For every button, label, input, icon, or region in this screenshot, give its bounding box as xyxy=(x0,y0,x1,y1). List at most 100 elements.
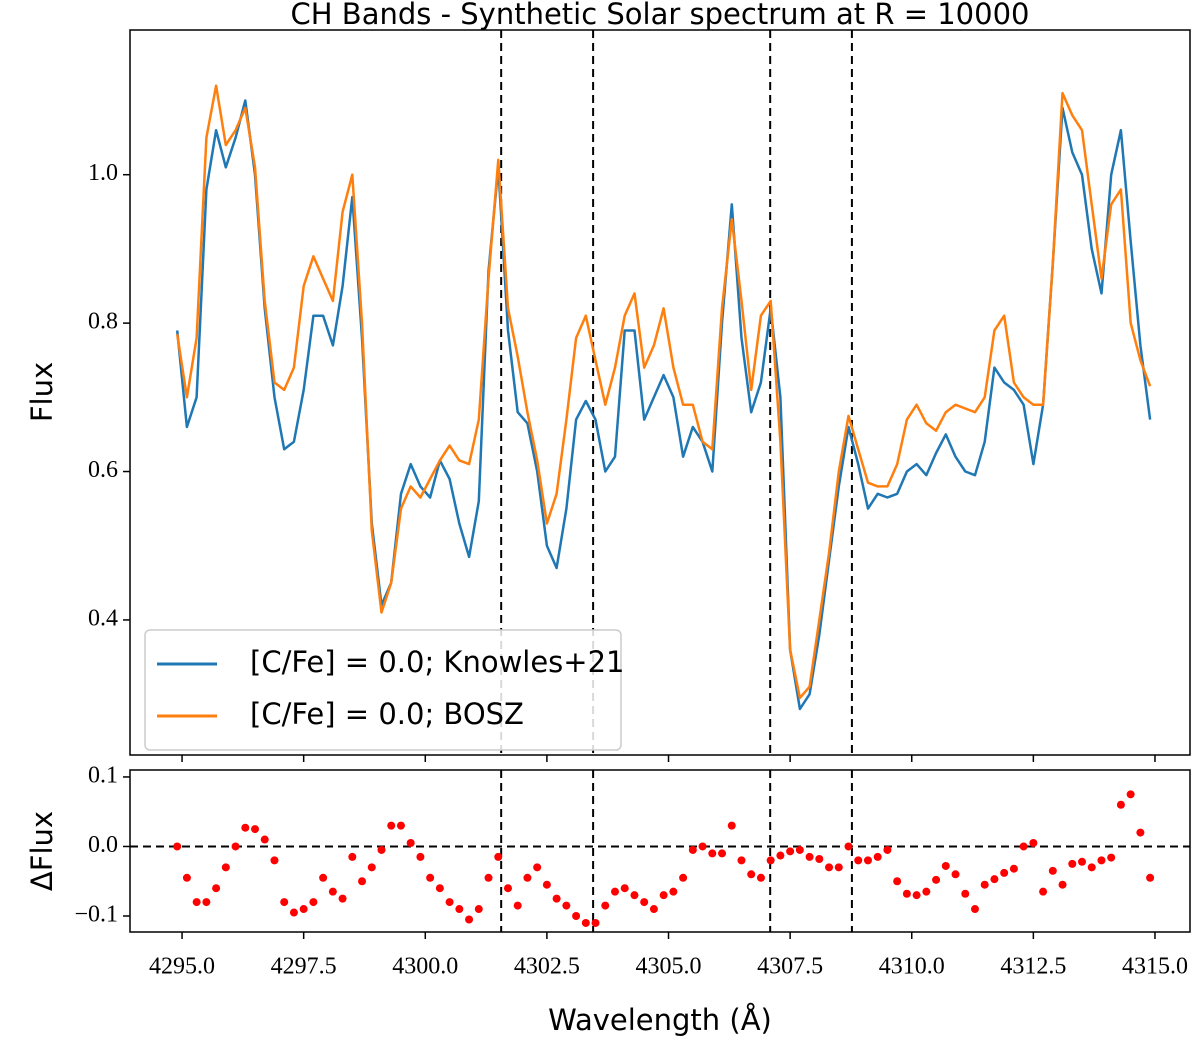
residual-point xyxy=(1000,868,1009,877)
residual-point xyxy=(503,884,512,893)
y-tick-label: −0.1 xyxy=(74,902,118,928)
residual-point xyxy=(756,873,765,882)
residual-point xyxy=(251,825,260,834)
residual-point xyxy=(572,912,581,921)
y-tick-label: 0.4 xyxy=(88,605,118,631)
residual-point xyxy=(542,880,551,889)
residual-point xyxy=(1009,864,1018,873)
residual-point xyxy=(465,915,474,924)
residual-point xyxy=(173,842,182,851)
residual-point xyxy=(1039,887,1048,896)
residual-point xyxy=(659,891,668,900)
residual-point xyxy=(1078,857,1087,866)
residual-point xyxy=(786,847,795,856)
residual-point xyxy=(1097,856,1106,865)
residual-point xyxy=(980,880,989,889)
residual-point xyxy=(435,884,444,893)
y-tick-label: 1.0 xyxy=(88,160,118,186)
residual-point xyxy=(873,852,882,861)
legend-label: [C/Fe] = 0.0; BOSZ xyxy=(250,697,524,731)
y-axis-label: Flux xyxy=(25,362,59,422)
residual-point xyxy=(688,845,697,854)
residual-point xyxy=(231,842,240,851)
x-axis-label: Wavelength (Å) xyxy=(548,1003,772,1037)
residual-point xyxy=(377,845,386,854)
residual-point xyxy=(1136,828,1145,837)
residual-point xyxy=(494,852,503,861)
x-tick-label: 4312.5 xyxy=(1000,954,1066,980)
residual-point xyxy=(533,863,542,872)
residual-point xyxy=(202,898,211,907)
residual-point xyxy=(795,845,804,854)
residual-point xyxy=(649,905,658,914)
residual-point xyxy=(581,918,590,927)
residual-point xyxy=(182,873,191,882)
residual-point xyxy=(562,901,571,910)
residual-point xyxy=(358,877,367,886)
y-tick-label: 0.1 xyxy=(88,762,118,788)
spectrum-line xyxy=(175,84,1152,700)
spectrum-line xyxy=(175,99,1152,711)
chart-title: CH Bands - Synthetic Solar spectrum at R… xyxy=(291,0,1030,31)
residual-point xyxy=(844,842,853,851)
residual-point xyxy=(912,891,921,900)
residual-point xyxy=(708,849,717,858)
residual-point xyxy=(1019,842,1028,851)
residual-point xyxy=(611,887,620,896)
residual-point xyxy=(1116,800,1125,809)
residual-point xyxy=(513,901,522,910)
residual-point xyxy=(192,898,201,907)
x-tick-label: 4300.0 xyxy=(392,954,458,980)
residual-point xyxy=(1126,790,1135,799)
residual-point xyxy=(299,905,308,914)
y-tick-label: 0.8 xyxy=(88,309,118,335)
residual-point xyxy=(309,898,318,907)
residual-point xyxy=(825,863,834,872)
residual-point xyxy=(270,856,279,865)
residual-point xyxy=(1068,859,1077,868)
residual-point xyxy=(776,851,785,860)
residual-point xyxy=(396,821,405,830)
residual-point xyxy=(922,887,931,896)
residual-point xyxy=(1107,853,1116,862)
residual-point xyxy=(970,905,979,914)
residual-point xyxy=(932,875,941,884)
residual-point xyxy=(679,873,688,882)
residual-point xyxy=(961,889,970,898)
y-axis-label: ΔFlux xyxy=(25,811,59,891)
y-tick-label: 0.6 xyxy=(88,457,118,483)
residual-point xyxy=(367,863,376,872)
residual-point xyxy=(941,861,950,870)
residual-point xyxy=(718,849,727,858)
residual-point xyxy=(990,875,999,884)
x-tick-label: 4307.5 xyxy=(757,954,823,980)
residual-point xyxy=(737,856,746,865)
x-tick-label: 4302.5 xyxy=(514,954,580,980)
residual-point xyxy=(348,852,357,861)
residual-point xyxy=(455,905,464,914)
residual-point xyxy=(863,856,872,865)
residual-point xyxy=(280,898,289,907)
residual-point xyxy=(289,908,298,917)
y-tick-label: 0.0 xyxy=(88,832,118,858)
residual-point xyxy=(484,873,493,882)
residual-point xyxy=(1087,863,1096,872)
residual-point xyxy=(640,898,649,907)
residual-point xyxy=(854,856,863,865)
residual-point xyxy=(601,901,610,910)
residual-point xyxy=(260,835,269,844)
residual-point xyxy=(416,852,425,861)
residual-point xyxy=(1048,866,1057,875)
residual-point xyxy=(951,870,960,879)
residual-point xyxy=(698,842,707,851)
residual-point xyxy=(212,884,221,893)
residual-point xyxy=(445,898,454,907)
residual-point xyxy=(834,863,843,872)
residual-point xyxy=(1029,839,1038,848)
residual-point xyxy=(591,918,600,927)
residual-point xyxy=(902,889,911,898)
legend-box xyxy=(144,629,622,751)
residual-point xyxy=(893,877,902,886)
residual-point xyxy=(727,821,736,830)
